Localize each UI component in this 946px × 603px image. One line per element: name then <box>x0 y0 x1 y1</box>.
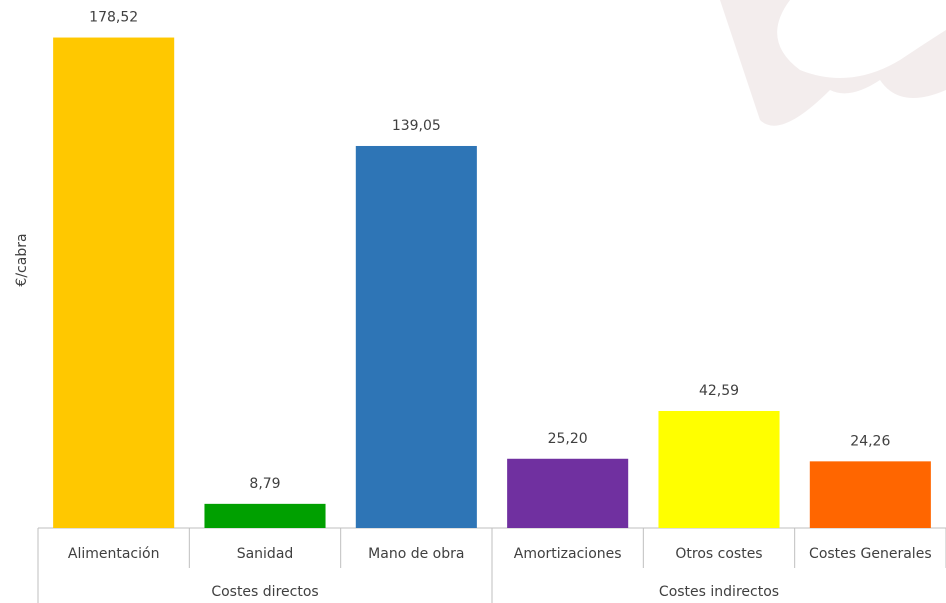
x-tick-label: Costes Generales <box>809 546 932 562</box>
bar <box>507 458 629 528</box>
x-tick-label: Amortizaciones <box>514 546 622 562</box>
group-label: Costes indirectos <box>659 584 779 600</box>
bar <box>204 503 326 528</box>
value-label: 25,20 <box>548 431 588 447</box>
y-axis-label: €/cabra <box>14 233 30 286</box>
x-tick-label: Otros costes <box>675 546 762 562</box>
background-silhouette <box>720 0 946 126</box>
x-tick-label: Alimentación <box>68 546 160 562</box>
value-label: 42,59 <box>699 383 739 399</box>
bar <box>658 410 780 528</box>
value-label: 24,26 <box>850 433 890 449</box>
value-label: 139,05 <box>392 118 441 134</box>
bar <box>53 37 175 528</box>
value-label: 178,52 <box>89 10 138 26</box>
x-tick-label: Mano de obra <box>368 546 464 562</box>
value-label: 8,79 <box>249 476 280 492</box>
bar <box>809 461 931 528</box>
group-label: Costes directos <box>211 584 318 600</box>
bar <box>355 145 477 528</box>
x-tick-label: Sanidad <box>237 546 294 562</box>
